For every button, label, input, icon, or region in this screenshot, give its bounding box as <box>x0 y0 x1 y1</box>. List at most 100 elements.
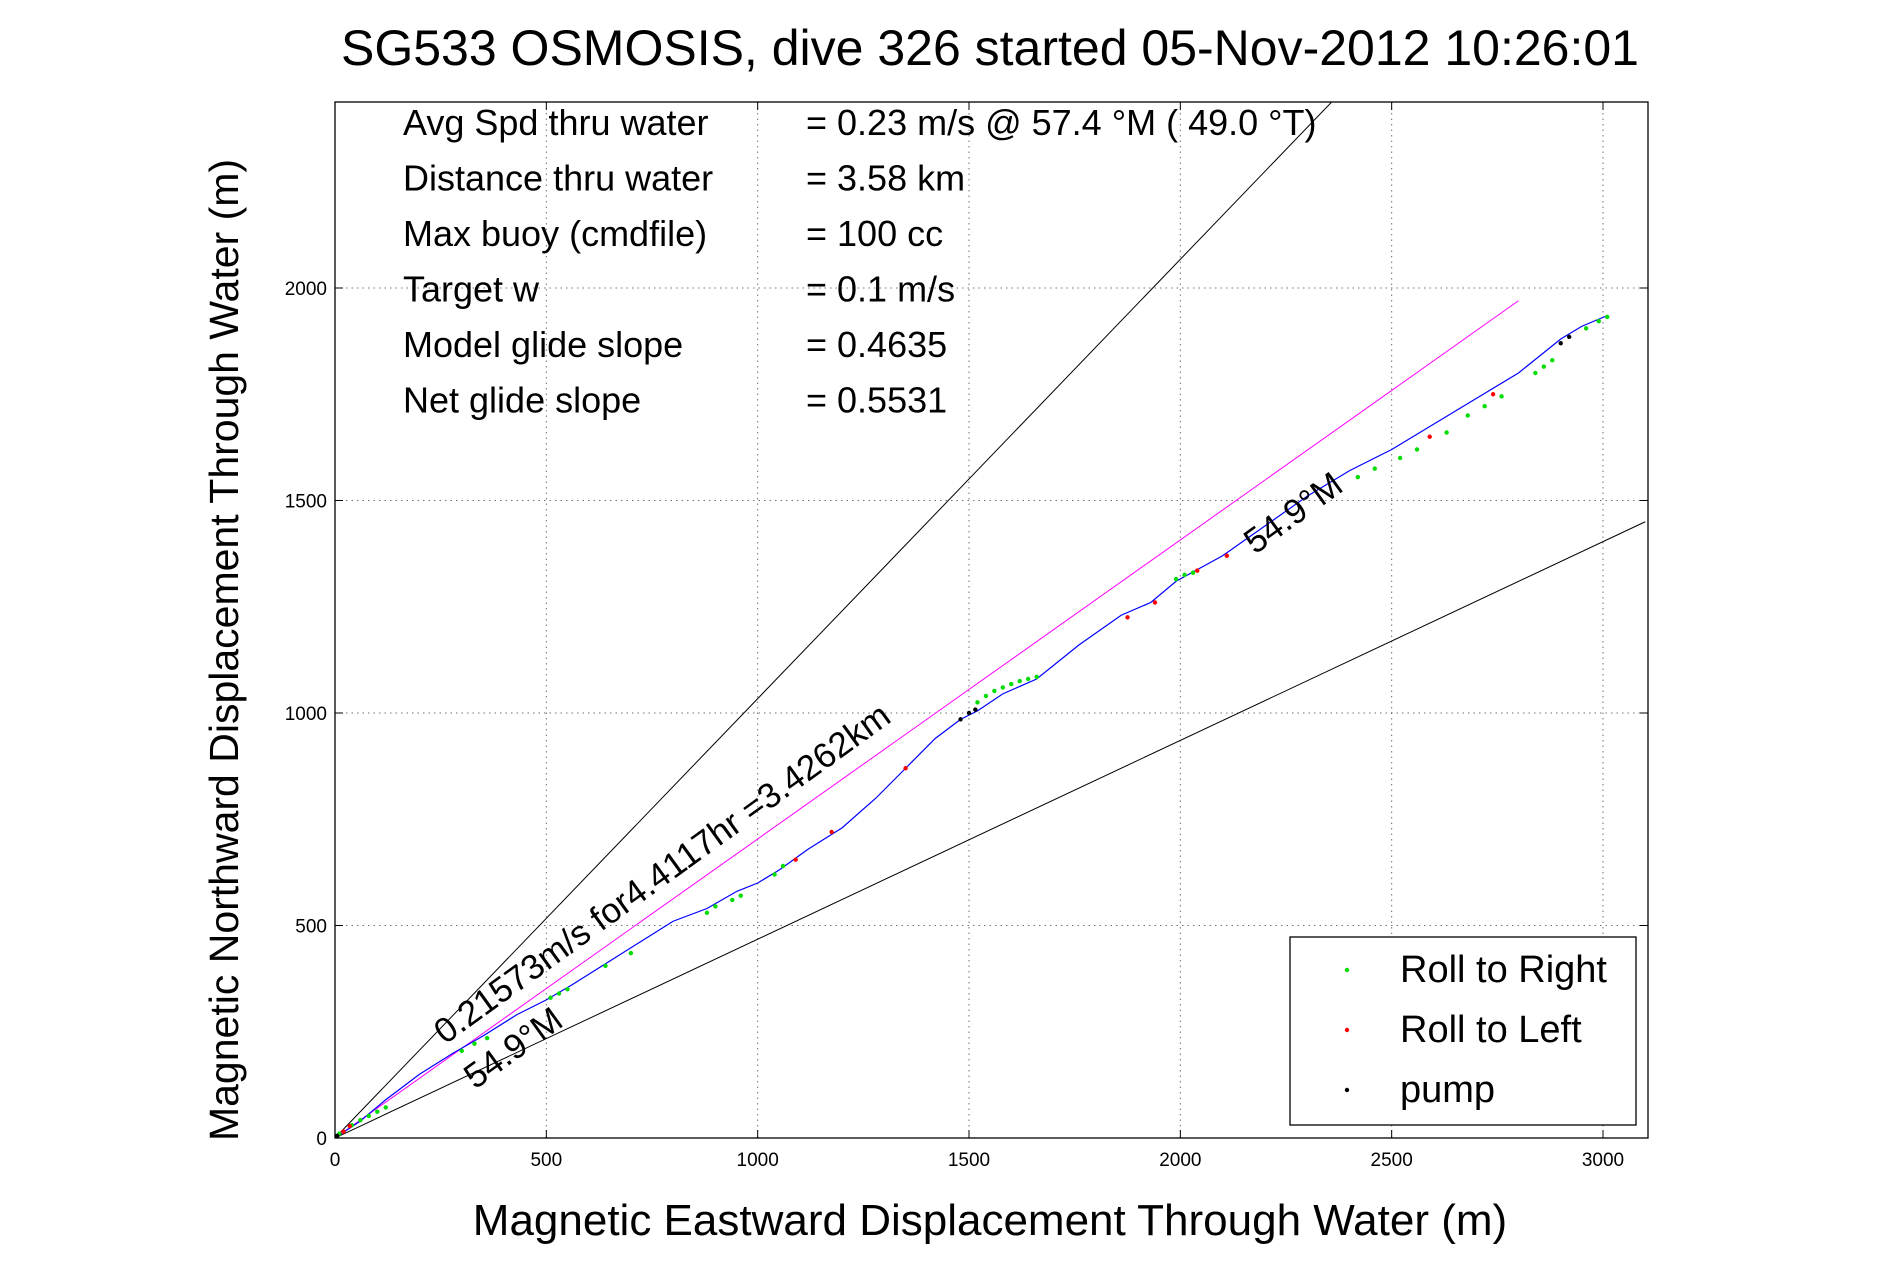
reference-line-heading_line <box>335 300 1519 1138</box>
data-point <box>347 1123 352 1129</box>
chart-title: SG533 OSMOSIS, dive 326 started 05-Nov-2… <box>341 20 1639 76</box>
legend-label: pump <box>1400 1069 1495 1111</box>
legend-marker <box>1344 967 1350 973</box>
data-point <box>973 707 978 712</box>
y-tick-label: 0 <box>316 1129 327 1150</box>
info-label: Max buoy (cmdfile) <box>403 213 707 254</box>
x-tick-label: 2500 <box>1371 1150 1413 1171</box>
legend: Roll to Right Roll to Left pump <box>1289 936 1637 1126</box>
track-line <box>335 315 1608 1138</box>
plot-frame <box>334 101 1649 1139</box>
data-point <box>565 987 570 992</box>
data-point <box>1427 434 1432 439</box>
data-point <box>738 893 743 898</box>
series-layer <box>335 314 1610 1138</box>
data-point <box>628 950 634 956</box>
x-tick-label: 1000 <box>737 1150 779 1171</box>
info-label: Avg Spd thru water <box>403 102 709 143</box>
data-point <box>335 1133 340 1138</box>
data-point <box>472 1041 477 1046</box>
info-block: Avg Spd thru water = 0.23 m/s @ 57.4 °M (… <box>403 102 1317 421</box>
data-point <box>1444 430 1449 435</box>
data-point <box>1596 318 1601 324</box>
data-point <box>730 897 735 903</box>
data-point <box>1025 676 1031 682</box>
x-tick-label: 1500 <box>948 1150 990 1171</box>
data-point <box>1190 570 1196 575</box>
data-point <box>793 857 798 862</box>
data-point <box>713 904 718 909</box>
data-point <box>1034 674 1039 680</box>
data-point <box>1558 341 1563 346</box>
data-point <box>1583 326 1589 331</box>
grid <box>335 102 1648 1138</box>
data-point <box>1490 392 1496 397</box>
legend-marker <box>1344 1087 1350 1093</box>
data-point <box>1224 553 1230 558</box>
data-point <box>1397 455 1403 461</box>
data-point <box>548 995 553 1000</box>
data-point <box>772 872 777 877</box>
data-point <box>1605 314 1610 320</box>
data-point <box>1173 576 1179 582</box>
data-point <box>459 1048 464 1054</box>
y-tick-label: 1000 <box>285 704 327 725</box>
series-pump <box>335 334 1572 1138</box>
info-label: Model glide slope <box>403 324 683 365</box>
info-label: Net glide slope <box>403 380 641 421</box>
info-value: = 0.4635 <box>806 324 947 365</box>
data-point <box>829 829 834 835</box>
data-point <box>1533 370 1538 376</box>
data-point <box>966 710 972 716</box>
data-point <box>556 991 562 996</box>
reference-line-shallow <box>335 521 1646 1138</box>
data-point <box>992 688 997 694</box>
info-label: Distance thru water <box>403 158 713 199</box>
data-point <box>1541 364 1547 369</box>
data-point <box>1355 474 1361 480</box>
data-point <box>780 863 786 869</box>
x-tick-label: 2000 <box>1159 1150 1201 1171</box>
data-point <box>1499 394 1504 399</box>
series-roll-to-left <box>341 392 1496 1134</box>
data-point <box>1009 681 1014 687</box>
data-point <box>341 1129 346 1134</box>
data-point <box>484 1035 490 1041</box>
data-point <box>704 910 710 915</box>
data-point <box>603 963 608 969</box>
data-point <box>1125 615 1130 620</box>
legend-label: Roll to Right <box>1400 949 1607 991</box>
y-tick-label: 2000 <box>285 279 327 300</box>
data-point <box>1017 678 1022 684</box>
data-point <box>366 1113 372 1119</box>
data-point <box>983 693 989 699</box>
data-point <box>1195 568 1200 573</box>
axis-ticks: 0 500 1000 1500 2000 2500 3000 0 500 1000 1500 2000 <box>285 102 1648 1171</box>
data-point <box>1465 413 1470 418</box>
data-point <box>1566 334 1572 340</box>
data-point <box>375 1109 380 1114</box>
x-axis-label: Magnetic Eastward Displacement Through W… <box>473 1196 1507 1245</box>
data-point <box>1550 358 1555 363</box>
info-value: = 100 cc <box>806 213 943 254</box>
legend-label: Roll to Left <box>1400 1009 1582 1051</box>
data-point <box>903 766 908 771</box>
reference-line-one_to_one <box>335 102 1333 1138</box>
data-point <box>958 717 963 722</box>
info-value: = 0.1 m/s <box>806 269 955 310</box>
data-point <box>1152 600 1158 605</box>
y-axis-label: Magnetic Northward Displacement Through … <box>201 159 247 1141</box>
x-tick-label: 3000 <box>1582 1150 1624 1171</box>
data-point <box>1000 685 1006 690</box>
x-tick-label: 500 <box>530 1150 562 1171</box>
data-point <box>383 1105 388 1110</box>
reference-lines <box>335 102 1646 1138</box>
info-value: = 0.5531 <box>806 380 947 421</box>
data-point <box>975 700 980 705</box>
info-value: = 0.23 m/s @ 57.4 °M ( 49.0 °T) <box>806 102 1317 143</box>
data-point <box>1372 466 1377 471</box>
y-tick-label: 1500 <box>285 492 327 513</box>
x-tick-label: 0 <box>330 1150 341 1171</box>
info-label: Target w <box>403 269 540 310</box>
